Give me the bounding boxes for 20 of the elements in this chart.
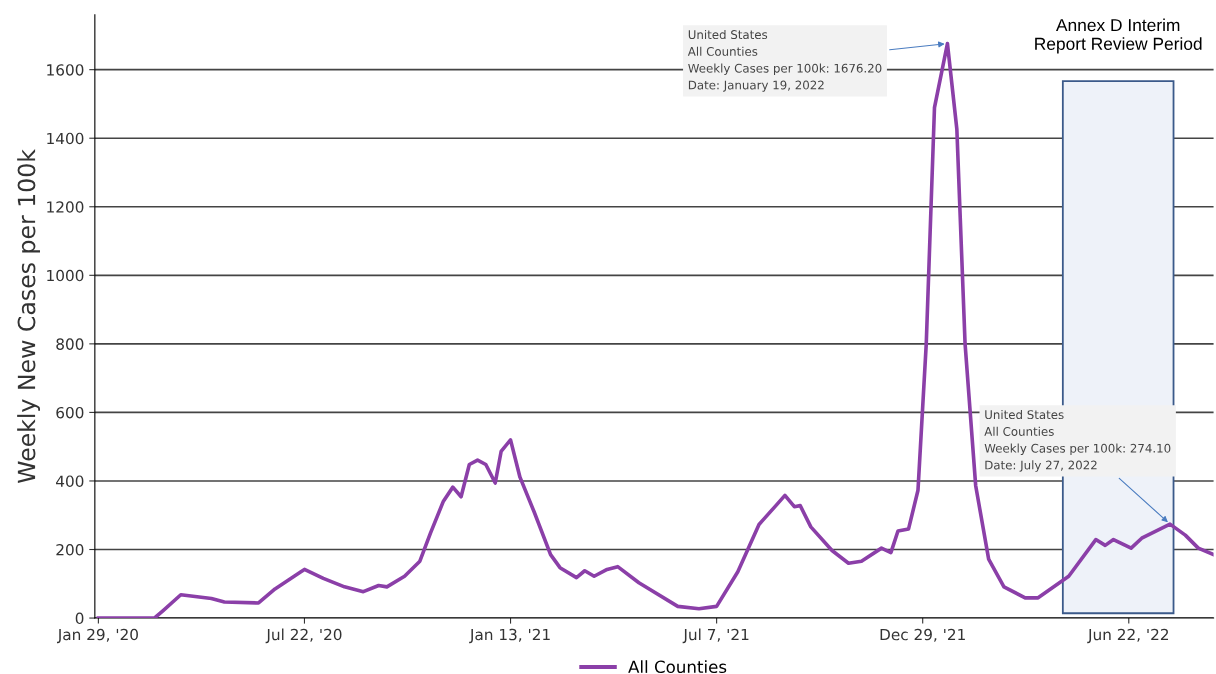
x-tick-label: Jun 22, '22: [1087, 628, 1169, 644]
x-tick-label: Jan 13, '21: [469, 628, 550, 644]
x-tick-label: Dec 29, '21: [880, 628, 965, 642]
y-tick-label: 800: [56, 338, 84, 350]
legend-label: All Counties: [628, 660, 727, 674]
x-tick-label: Jul 7, '21: [682, 628, 749, 644]
y-tick-label: 1600: [47, 64, 84, 76]
annotation: United States All Counties Weekly Cases per 100k: 274.10 Date: July 27, 2022: [984, 409, 1171, 472]
y-tick-label: 1400: [47, 132, 84, 145]
y-tick-label: 600: [56, 406, 84, 419]
x-tick-label: Jul 22, '20: [265, 628, 342, 644]
y-axis-title: Weekly New Cases per 100k: [17, 149, 40, 484]
y-tick-label: 1200: [47, 201, 84, 213]
y-tick-label: 200: [56, 543, 84, 556]
x-tick-label: Jan 29, '20: [56, 628, 138, 644]
y-tick-label: 0: [75, 612, 84, 625]
band-label: Annex D Interim Report Review Period: [1035, 18, 1202, 54]
y-tick-label: 400: [56, 475, 84, 487]
annotation: United States All Counties Weekly Cases per 100k: 1676.20 Date: January 19, 2022: [687, 29, 882, 92]
y-tick-label: 1000: [47, 269, 84, 282]
